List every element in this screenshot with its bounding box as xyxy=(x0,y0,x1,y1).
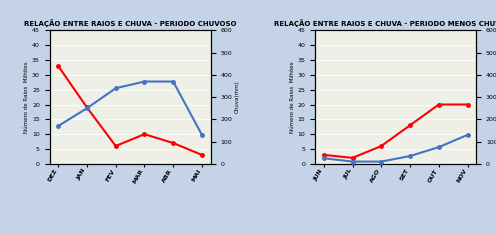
Title: RELAÇÃO ENTRE RAIOS E CHUVA - PERIODO MENOS CHUVOSO: RELAÇÃO ENTRE RAIOS E CHUVA - PERIODO ME… xyxy=(274,19,496,27)
Title: RELAÇÃO ENTRE RAIOS E CHUVA - PERIODO CHUVOSO: RELAÇÃO ENTRE RAIOS E CHUVA - PERIODO CH… xyxy=(24,19,236,27)
Y-axis label: Chuva(mm): Chuva(mm) xyxy=(235,81,240,113)
Y-axis label: Número de Raios  Milhões: Número de Raios Milhões xyxy=(290,61,295,133)
Y-axis label: Número de Raios  Milhões: Número de Raios Milhões xyxy=(24,61,29,133)
